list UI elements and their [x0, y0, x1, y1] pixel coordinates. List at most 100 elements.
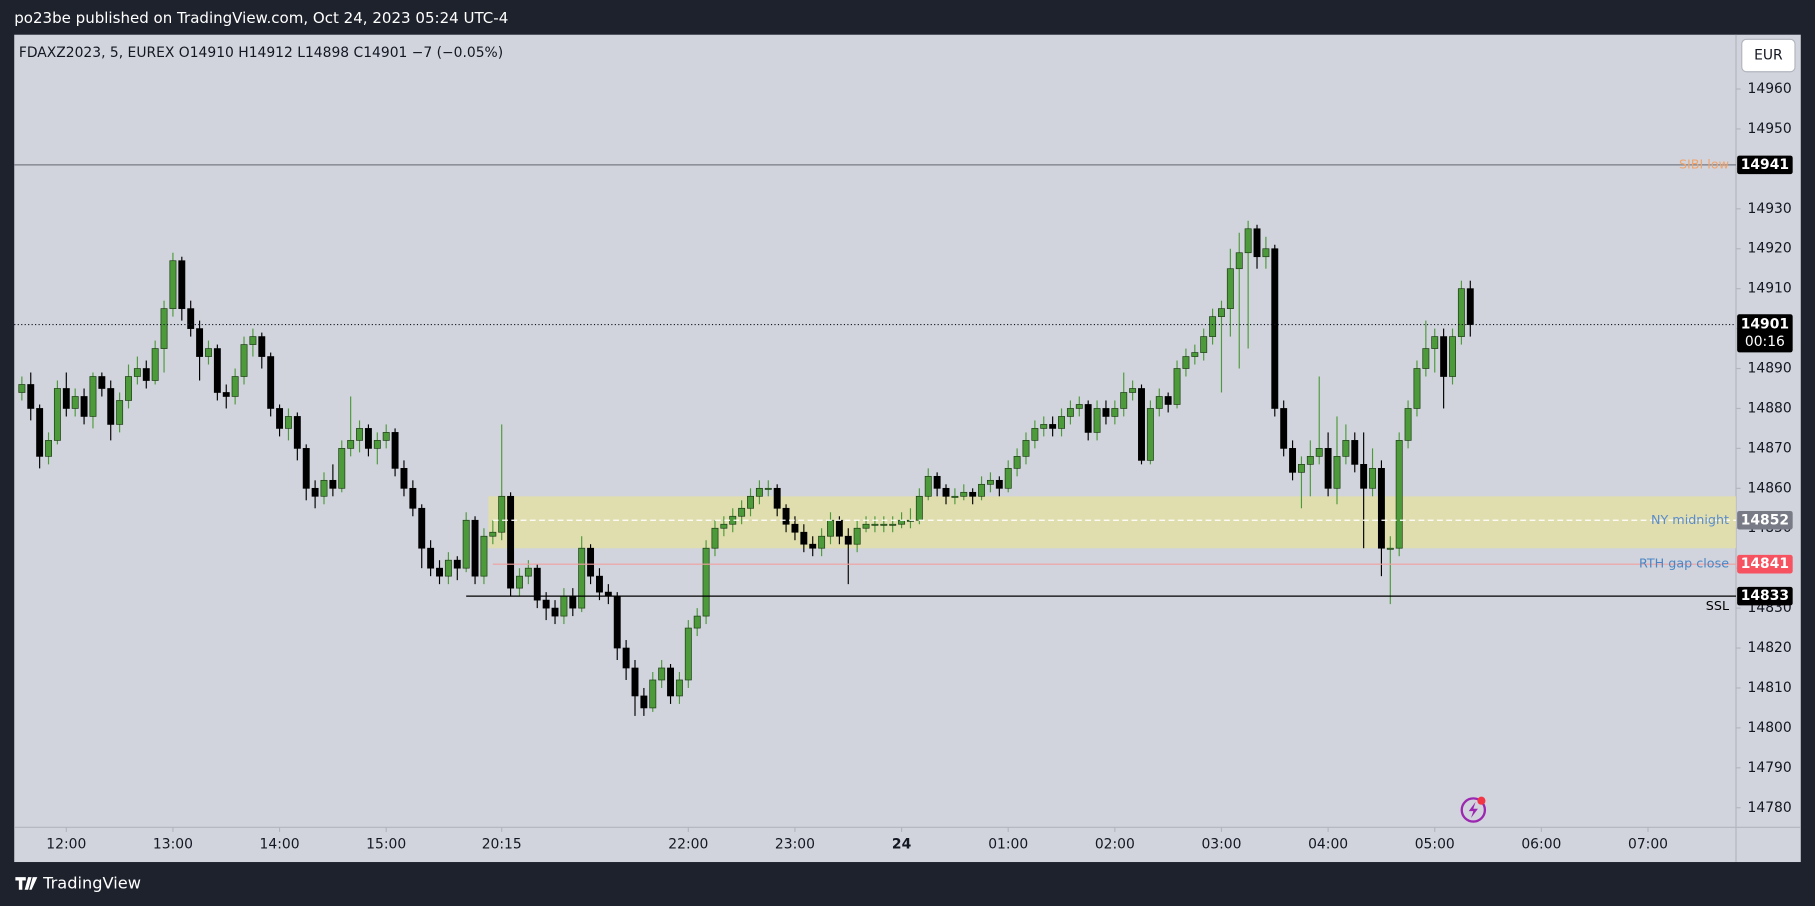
candle-body: [1031, 428, 1039, 441]
candle-body: [471, 519, 479, 577]
candle-body: [1075, 404, 1083, 409]
candle-body: [1040, 424, 1048, 429]
candle-body: [880, 523, 888, 526]
candle-body: [986, 479, 994, 485]
candle-body: [587, 547, 595, 577]
x-tick-label: 14:00: [260, 837, 300, 853]
candle-body: [738, 507, 746, 517]
level-label: NY midnight: [1651, 512, 1729, 527]
candle-body: [1360, 464, 1368, 489]
y-tick-label: 14780: [1748, 800, 1792, 816]
candle-body: [1386, 547, 1394, 550]
y-tick-label: 14820: [1748, 640, 1792, 656]
candle-body: [462, 519, 470, 569]
y-tick-label: 14930: [1748, 201, 1792, 217]
candle-body: [284, 416, 292, 429]
candle-body: [853, 527, 861, 545]
candle-body: [764, 487, 772, 490]
candle-body: [453, 559, 461, 569]
x-tick-label: 02:00: [1095, 837, 1135, 853]
candle-body: [871, 523, 879, 526]
candle-body: [533, 567, 541, 601]
x-tick-label: 06:00: [1521, 837, 1561, 853]
candle-body: [978, 483, 986, 497]
currency-button[interactable]: [1741, 38, 1796, 73]
candle-body: [1164, 396, 1172, 405]
candle-body: [293, 416, 301, 449]
candle-body: [116, 400, 124, 425]
candle-body: [969, 491, 977, 497]
candle-body: [622, 647, 630, 669]
candle-body: [267, 356, 275, 409]
candle-body: [427, 547, 435, 569]
candle-body: [1209, 316, 1217, 337]
last-price-label: 14901: [1741, 317, 1789, 333]
bar-countdown: 00:16: [1745, 334, 1785, 350]
candle-body: [933, 475, 941, 489]
candle-body: [151, 348, 159, 381]
candle-body: [640, 695, 648, 709]
candle-body: [1377, 468, 1385, 549]
candle-body: [675, 679, 683, 697]
candle-body: [684, 627, 692, 681]
candle-body: [311, 487, 319, 497]
candle-body: [391, 432, 399, 469]
candle-body: [436, 567, 443, 577]
candle-body: [1200, 336, 1208, 353]
candle-body: [205, 348, 212, 357]
candle-body: [1297, 464, 1305, 473]
candle-body: [613, 595, 621, 649]
candle-body: [498, 495, 506, 533]
candle-body: [1395, 440, 1403, 549]
candle-body: [133, 368, 141, 377]
candle-body: [169, 260, 177, 309]
x-tick-label: 05:00: [1415, 837, 1455, 853]
candle-body: [1413, 368, 1421, 409]
candle-body: [45, 440, 52, 457]
candle-body: [898, 519, 906, 525]
candle-body: [1129, 388, 1137, 393]
candle-body: [1120, 392, 1128, 409]
candle-body: [1004, 468, 1012, 489]
symbol-legend: FDAXZ2023, 5, EUREX O14910 H14912 L14898…: [19, 45, 503, 61]
level-label: SSL: [1706, 598, 1730, 613]
candle-body: [1431, 336, 1439, 349]
candle-body: [400, 468, 408, 489]
currency-label[interactable]: EUR: [1754, 48, 1783, 64]
candle-body: [347, 440, 355, 449]
candle-body: [1466, 288, 1474, 325]
fvg-zone: [488, 496, 1736, 549]
candle-body: [1253, 228, 1261, 258]
last-price-flag: [1737, 314, 1793, 353]
price-flag-label: 14852: [1741, 512, 1789, 528]
candle-body: [1280, 408, 1288, 449]
candle-body: [578, 547, 586, 609]
alert-icon[interactable]: [1460, 796, 1487, 823]
candle-body: [1315, 448, 1323, 457]
candle-body: [862, 523, 870, 529]
candle-body: [1333, 456, 1341, 489]
publish-header: po23be published on TradingView.com, Oct…: [14, 9, 508, 27]
candle-body: [178, 260, 186, 309]
price-flag: [1737, 511, 1793, 530]
candle-body: [302, 448, 310, 489]
candle-body: [1422, 348, 1430, 369]
x-tick-label: 20:15: [482, 837, 522, 853]
candle-body: [782, 507, 790, 525]
x-tick-label: 12:00: [46, 837, 86, 853]
y-tick-label: 14880: [1748, 400, 1792, 416]
candle-body: [1324, 448, 1332, 489]
candle-body: [1235, 252, 1243, 270]
level-label: SIBI low: [1679, 156, 1729, 171]
candle-body: [1049, 424, 1057, 429]
candle-body: [213, 348, 221, 393]
candle-body: [1262, 248, 1270, 258]
candle-body: [71, 396, 79, 409]
candle-body: [1013, 456, 1021, 469]
candle-body: [53, 388, 61, 441]
candle-body: [125, 376, 132, 401]
candle-body: [658, 667, 666, 681]
candle-body: [702, 547, 710, 617]
candle-body: [27, 384, 35, 409]
candle-body: [604, 591, 612, 597]
